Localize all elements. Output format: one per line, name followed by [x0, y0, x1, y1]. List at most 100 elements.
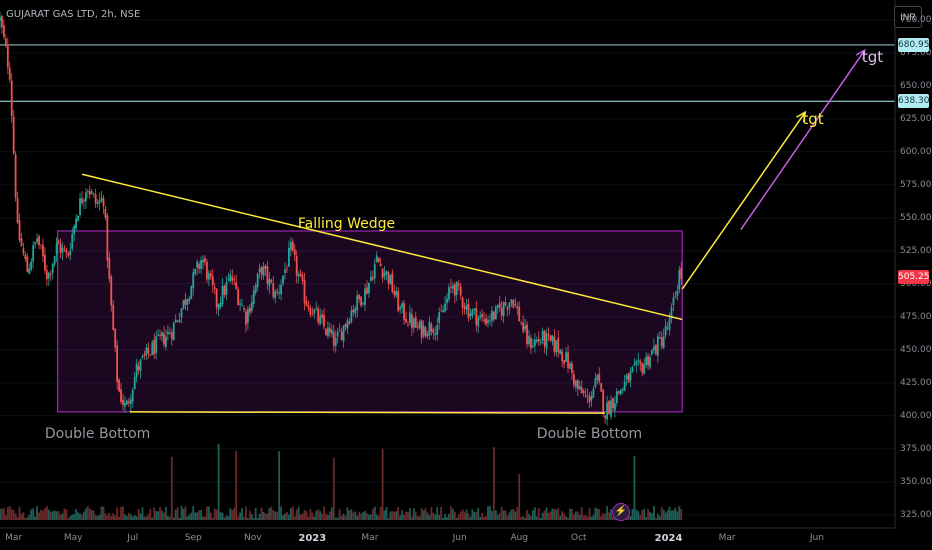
candle-body [192, 272, 195, 289]
candle-body [166, 331, 169, 335]
candle-body [24, 254, 27, 259]
candle-body [629, 371, 632, 381]
volume-bar [57, 511, 60, 520]
candle-body [81, 198, 83, 204]
volume-bar [676, 511, 679, 520]
volume-bar [678, 506, 681, 520]
target-arrow [681, 111, 806, 290]
candle-body [586, 395, 589, 396]
flash-icon[interactable]: ⚡ [612, 503, 630, 521]
volume-bar [340, 516, 343, 520]
candle-body [248, 307, 251, 313]
candle-body [461, 297, 464, 308]
volume-bar [471, 509, 474, 520]
level-price-badge: 680.95 [898, 37, 930, 52]
candle-body [116, 345, 119, 382]
candle-body [572, 374, 575, 385]
volume-bar [571, 508, 573, 520]
volume-bar [557, 508, 560, 520]
volume-bar [508, 512, 511, 520]
candle-body [43, 254, 46, 271]
volume-bar [3, 508, 5, 520]
volume-bar [143, 516, 146, 520]
candle-body [596, 375, 599, 381]
currency-button[interactable]: INR [894, 6, 922, 28]
candle-body [360, 296, 363, 306]
volume-bar [124, 514, 126, 520]
candle-body [239, 303, 241, 305]
x-tick-label: Jun [809, 533, 824, 543]
candle-body [247, 309, 249, 323]
volume-bar [133, 515, 136, 520]
candle-body [53, 255, 56, 265]
candle-body [381, 268, 384, 278]
volume-bar [180, 506, 183, 520]
volume-bar [457, 514, 460, 520]
y-tick-label: 550.00 [900, 212, 932, 223]
y-tick-label: 400.00 [900, 410, 932, 421]
volume-bar [477, 507, 480, 520]
volume-bar [235, 450, 238, 520]
candle-body [155, 336, 158, 353]
candle-body [40, 244, 42, 246]
candle-body [619, 389, 622, 395]
candle-body [397, 291, 400, 312]
volume-bar [176, 507, 179, 520]
candle-body [284, 269, 286, 273]
volume-bar [125, 516, 128, 520]
volume-bar [194, 512, 197, 520]
volume-bar [20, 513, 23, 520]
candle-body [204, 257, 206, 262]
candle-body [57, 241, 60, 244]
candle-body [200, 260, 202, 269]
candle-body [315, 307, 318, 309]
candle-body [668, 318, 671, 331]
candle-body [12, 116, 15, 154]
volume-bar [459, 511, 462, 520]
candle-body [125, 400, 128, 405]
volume-bar [543, 510, 546, 520]
candle-body [336, 332, 339, 337]
candle-body [342, 325, 345, 342]
volume-bar [547, 513, 550, 520]
candle-body [16, 197, 19, 223]
candle-body [178, 319, 181, 323]
volume-bar [645, 516, 648, 520]
candle-body [368, 282, 370, 294]
volume-bar [514, 511, 517, 520]
volume-bar [586, 516, 589, 520]
volume-bar [206, 506, 208, 520]
candle-body [442, 310, 445, 313]
horizontal-levels [0, 44, 895, 102]
candle-body [332, 332, 335, 346]
candle-body [656, 336, 659, 356]
volume-bar [537, 508, 540, 520]
candle-body [149, 354, 152, 356]
volume-bar [83, 511, 85, 520]
volume-bar [588, 508, 591, 520]
candle-body [504, 301, 507, 306]
candle-body [350, 310, 353, 323]
candle-body [483, 319, 486, 321]
volume-bar [512, 508, 515, 520]
candle-body [252, 290, 255, 304]
volume-bar [34, 516, 37, 520]
volume-bar [371, 508, 374, 520]
candle-body [395, 290, 398, 296]
volume-bar [188, 514, 191, 520]
volume-bar [278, 451, 281, 520]
volume-bar [63, 508, 66, 520]
volume-bar [336, 517, 339, 520]
candle-body [311, 314, 314, 316]
x-tick-label: Sep [184, 533, 202, 543]
volume-bar [295, 509, 298, 520]
candle-body [206, 261, 208, 280]
trend-line [81, 173, 683, 321]
volume-bar [580, 507, 583, 520]
volume-bar [524, 517, 526, 520]
volume-bar [182, 508, 185, 520]
volume-bar [299, 514, 302, 520]
candle-body [278, 291, 281, 294]
volume-bar [422, 510, 425, 520]
